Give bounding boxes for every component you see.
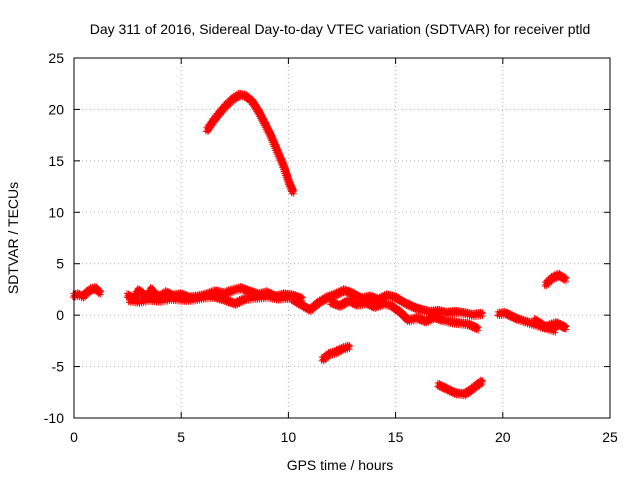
data-point: [344, 341, 351, 348]
y-tick-label: -10: [44, 410, 64, 426]
series-arc-3: [125, 291, 293, 309]
x-axis-label: GPS time / hours: [287, 457, 394, 473]
series-arc-6: [202, 89, 298, 197]
data-point: [297, 293, 304, 300]
grid: [74, 58, 610, 418]
x-tick-label: 10: [281, 429, 297, 445]
y-tick-label: 10: [48, 204, 64, 220]
y-tick-label: 0: [56, 307, 64, 323]
y-tick-label: -5: [52, 359, 65, 375]
x-tick-label: 20: [495, 429, 511, 445]
data-point: [97, 291, 104, 298]
data-point: [479, 381, 486, 388]
plot-frame: [73, 57, 611, 419]
data-point: [561, 322, 568, 329]
data-points: [69, 89, 570, 400]
series-arc-7: [318, 341, 353, 365]
series-arc-1: [69, 283, 105, 302]
data-point: [561, 273, 568, 280]
data-point: [477, 308, 484, 315]
data-point: [479, 313, 486, 320]
y-tick-label: 5: [56, 256, 64, 272]
ticks: [73, 57, 611, 419]
series-arc-10: [530, 315, 559, 336]
data-point: [475, 327, 482, 334]
data-point: [563, 326, 570, 333]
data-point: [290, 190, 297, 197]
series-arc-4: [288, 285, 486, 321]
x-tick-label: 0: [70, 429, 78, 445]
x-tick-label: 5: [177, 429, 185, 445]
x-tick-label: 15: [388, 429, 404, 445]
data-point: [284, 292, 291, 299]
y-tick-label: 15: [48, 153, 64, 169]
data-point: [563, 278, 570, 285]
data-point: [346, 346, 353, 353]
series-arc-11: [541, 269, 570, 290]
data-point: [477, 376, 484, 383]
series-arc-5: [327, 295, 482, 334]
data-point: [550, 325, 557, 332]
chart-title: Day 311 of 2016, Sidereal Day-to-day VTE…: [90, 21, 591, 37]
data-point: [289, 186, 296, 193]
data-point: [473, 323, 480, 330]
data-point: [96, 287, 103, 294]
tick-labels: 0 5 10 15 20 25 -10 -5 0 5 10 15 20 25: [44, 50, 618, 445]
x-tick-label: 25: [602, 429, 618, 445]
y-tick-label: 20: [48, 101, 64, 117]
y-axis-label: SDTVAR / TECUs: [5, 182, 21, 294]
y-tick-label: 25: [48, 50, 64, 66]
data-point: [552, 329, 559, 336]
series-arc-8: [434, 376, 486, 400]
